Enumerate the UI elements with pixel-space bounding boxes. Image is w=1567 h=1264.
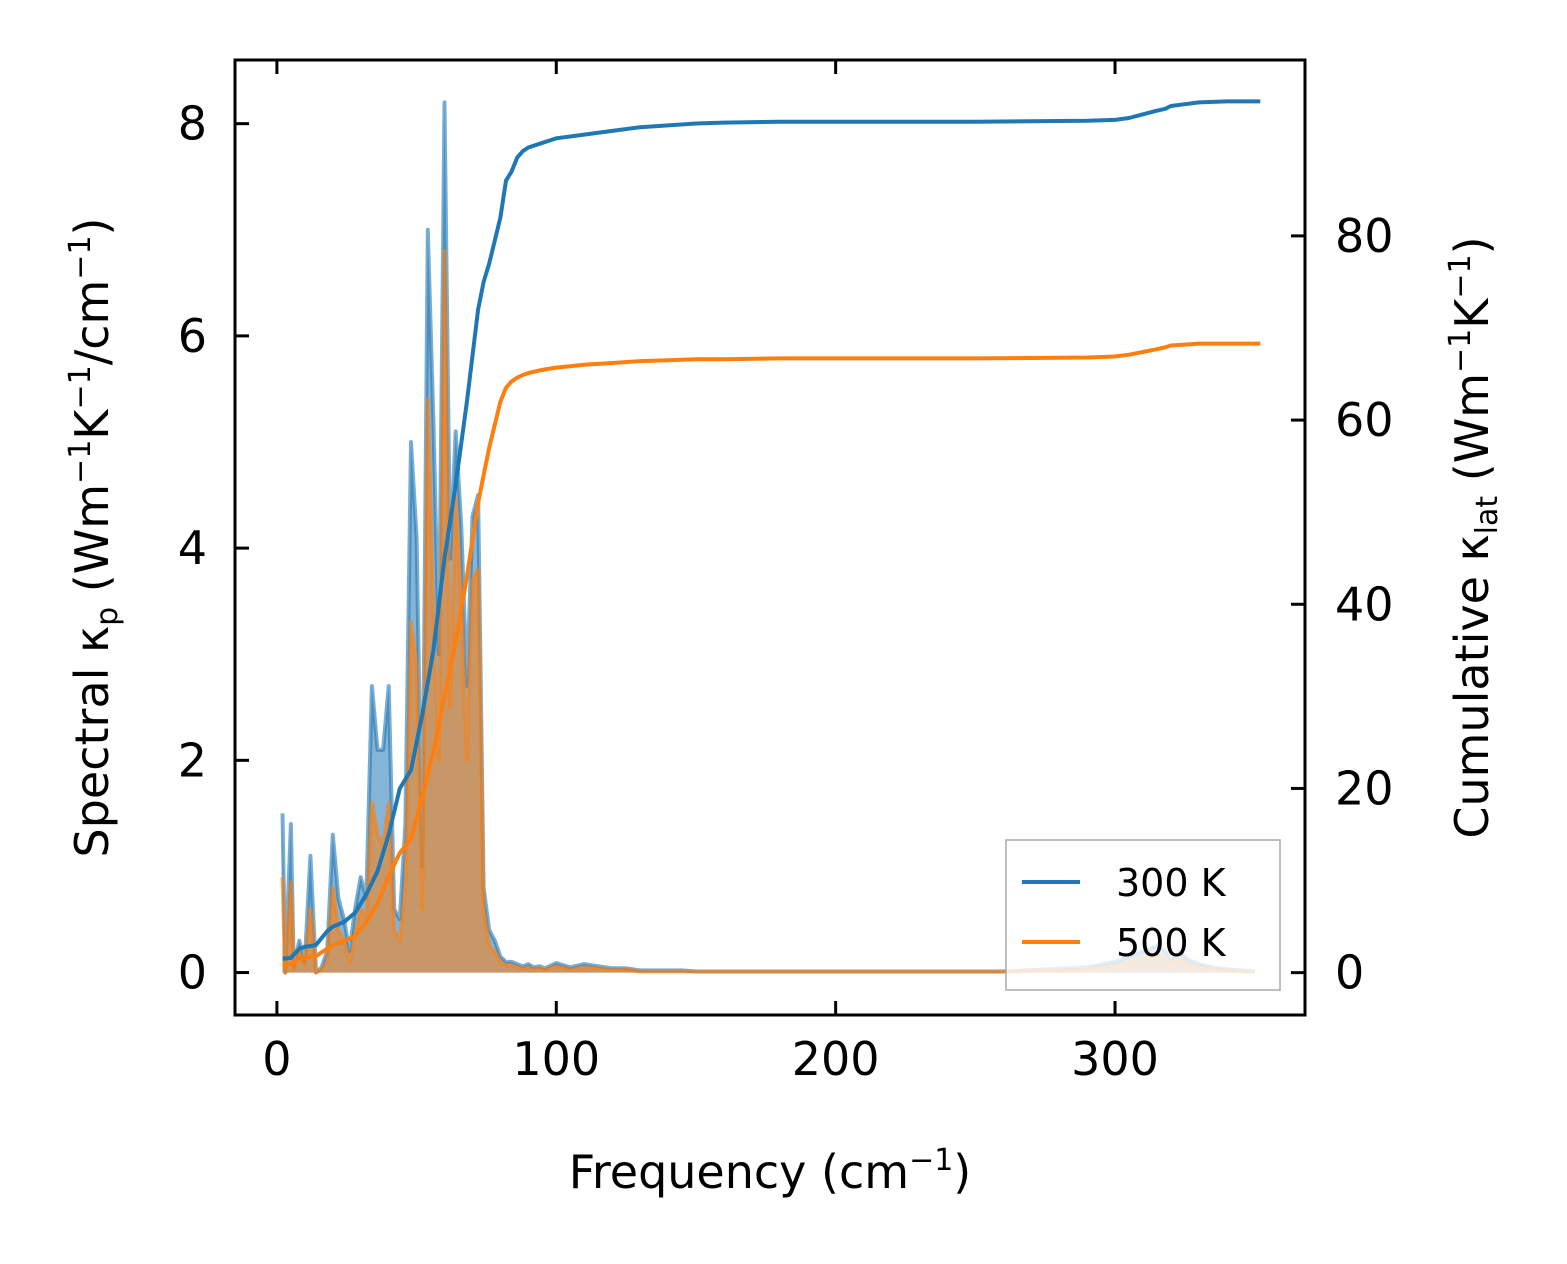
y-right-tick-label: 60 — [1335, 393, 1394, 447]
x-tick-label: 100 — [512, 1032, 600, 1086]
y-right-tick-label: 80 — [1335, 209, 1394, 263]
y-right-tick-label: 20 — [1335, 761, 1394, 815]
legend: 300 K 500 K — [1005, 839, 1281, 991]
y-left-tick-label: 0 — [178, 946, 207, 1000]
y-left-tick-label: 8 — [178, 97, 207, 151]
legend-label: 500 K — [1116, 921, 1227, 965]
cumulative-line-500k — [282, 341, 1261, 968]
y-left-tick-label: 2 — [178, 733, 207, 787]
y-axis-right-label: Cumulative κlat (Wm−1K−1) — [1443, 236, 1505, 838]
x-axis-label: Frequency (cm−1) — [569, 1143, 972, 1199]
legend-label: 300 K — [1116, 861, 1227, 905]
plot-frame — [233, 58, 1307, 1017]
legend-box — [1005, 839, 1281, 991]
x-tick-label: 300 — [1071, 1032, 1159, 1086]
y-left-tick-label: 4 — [178, 521, 207, 575]
x-tick-label: 200 — [792, 1032, 880, 1086]
cumulative-line-300k — [282, 99, 1261, 961]
y-right-tick-label: 40 — [1335, 577, 1394, 631]
y-axis-left-label: Spectral κp (Wm−1K−1/cm−1) — [63, 218, 125, 858]
y-right-tick-label: 0 — [1335, 946, 1364, 1000]
y-left-tick-label: 6 — [178, 309, 207, 363]
x-tick-label: 0 — [262, 1032, 291, 1086]
